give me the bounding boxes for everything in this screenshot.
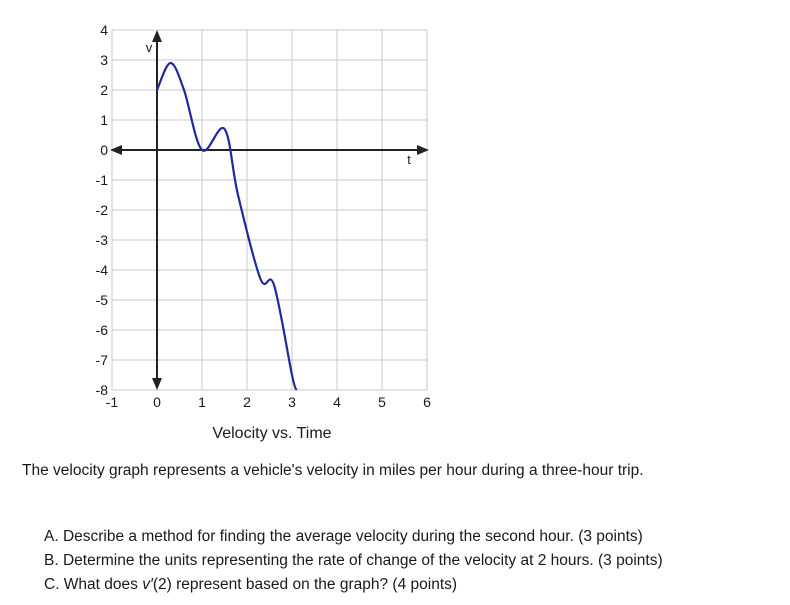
y-tick-label: -7 — [96, 352, 109, 368]
y-tick-label: 4 — [100, 22, 108, 38]
y-tick-label: -2 — [96, 202, 109, 218]
y-tick-label: -6 — [96, 322, 109, 338]
x-axis-letter: t — [407, 152, 411, 167]
velocity-curve — [155, 61, 298, 391]
x-tick-label: -1 — [106, 394, 119, 410]
x-tick-label: 6 — [423, 394, 431, 410]
chart-axes — [110, 30, 429, 390]
y-tick-label: 0 — [100, 142, 108, 158]
y-tick-label: -1 — [96, 172, 109, 188]
x-tick-label: 0 — [153, 394, 161, 410]
y-axis-letter: v — [146, 40, 153, 55]
intro-text: The velocity graph represents a vehicle'… — [22, 462, 644, 479]
chart-title: Velocity vs. Time — [212, 425, 331, 442]
x-tick-label: 5 — [378, 394, 386, 410]
x-tick-label: 1 — [198, 394, 206, 410]
y-tick-label: -3 — [96, 232, 109, 248]
y-tick-label: -5 — [96, 292, 109, 308]
y-axis-arrow-down — [152, 378, 162, 390]
x-tick-label: 3 — [288, 394, 296, 410]
y-tick-label: 3 — [100, 52, 108, 68]
question-list: A. Describe a method for finding the ave… — [44, 525, 663, 597]
question-c-prefix: C. What does — [44, 576, 143, 593]
y-tick-label: -4 — [96, 262, 109, 278]
y-tick-label: -8 — [96, 382, 109, 398]
y-tick-label: 2 — [100, 82, 108, 98]
question-a: A. Describe a method for finding the ave… — [44, 528, 643, 545]
x-tick-label: 4 — [333, 394, 341, 410]
question-c-suffix: (2) represent based on the graph? (4 poi… — [152, 576, 458, 593]
y-tick-label: 1 — [100, 112, 108, 128]
y-axis-arrow-up — [152, 30, 162, 42]
x-axis-arrow-left — [110, 145, 122, 155]
x-tick-label: 2 — [243, 394, 251, 410]
question-c-symbol: v′ — [142, 576, 153, 593]
chart-grid — [111, 29, 428, 391]
chart-curve — [155, 61, 298, 391]
question-c: C. What does v′(2) represent based on th… — [44, 573, 663, 597]
question-b: B. Determine the units representing the … — [44, 552, 663, 569]
x-axis-arrow-right — [417, 145, 429, 155]
